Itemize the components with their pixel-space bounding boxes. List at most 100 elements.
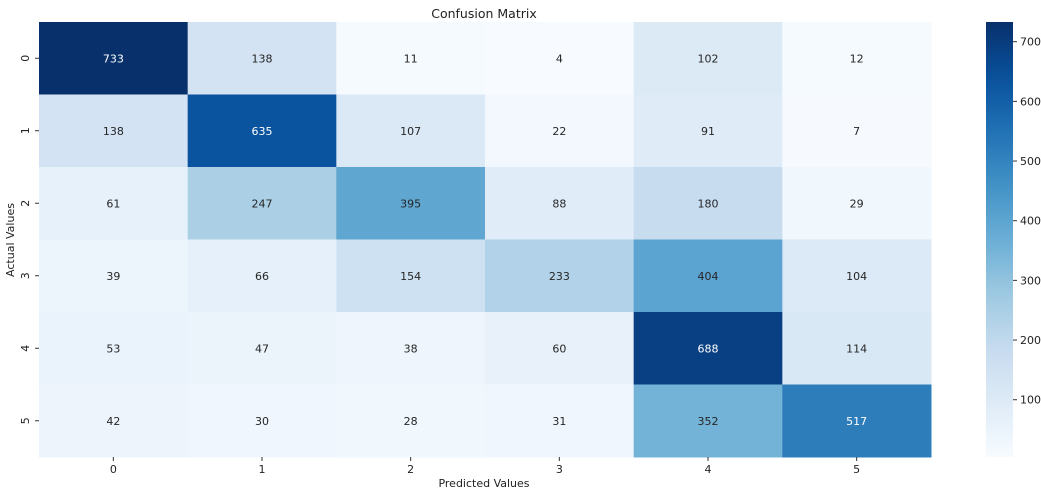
cell-value-label: 688	[698, 342, 719, 355]
cell-value-label: 42	[106, 415, 120, 428]
cell-value-label: 30	[255, 415, 269, 428]
cell-value-label: 4	[556, 52, 563, 65]
cell-value-label: 53	[106, 342, 120, 355]
colorbar-tick-label: 700	[1020, 36, 1041, 49]
cell-value-label: 61	[106, 197, 120, 210]
x-tick-label: 4	[705, 463, 712, 476]
cell-value-label: 31	[552, 415, 566, 428]
cell-value-label: 66	[255, 270, 269, 283]
x-tick-label: 5	[853, 463, 860, 476]
y-tick-label: 0	[19, 55, 32, 62]
heatmap-cell	[782, 384, 932, 458]
colorbar-ticks: 100 200 300 400 500 600 700	[1013, 36, 1041, 407]
cell-value-label: 154	[400, 270, 421, 283]
heatmap-cell	[782, 239, 932, 313]
cell-value-label: 404	[698, 270, 719, 283]
cell-value-label: 352	[698, 415, 719, 428]
x-tick-label: 2	[407, 463, 414, 476]
cell-value-label: 233	[549, 270, 570, 283]
cell-value-label: 733	[103, 52, 124, 65]
cell-value-label: 88	[552, 197, 566, 210]
cell-value-label: 138	[252, 52, 273, 65]
y-axis-label: Actual Values	[4, 203, 17, 277]
heatmap-cell	[633, 167, 783, 240]
heatmap-cell	[485, 167, 635, 240]
cell-value-label: 517	[846, 415, 867, 428]
colorbar-tick-label: 600	[1020, 95, 1041, 108]
heatmap-cell	[39, 384, 189, 458]
heatmap-cell	[336, 167, 486, 240]
heatmap-cell	[187, 94, 337, 168]
heatmap-cell	[485, 384, 635, 458]
heatmap-cell	[39, 167, 189, 240]
y-tick-label: 4	[19, 345, 32, 352]
heatmap-cell	[187, 22, 337, 95]
cell-value-label: 107	[400, 125, 421, 138]
heatmap-cells	[39, 22, 932, 458]
x-tick-label: 0	[110, 463, 117, 476]
heatmap-cell	[187, 312, 337, 385]
cell-value-label: 138	[103, 125, 124, 138]
colorbar-tick-label: 200	[1020, 334, 1041, 347]
heatmap-cell	[633, 22, 783, 95]
x-tick-label: 1	[259, 463, 266, 476]
cell-value-label: 395	[400, 197, 421, 210]
heatmap-cell	[633, 94, 783, 168]
cell-value-label: 29	[850, 197, 864, 210]
heatmap-cell	[485, 312, 635, 385]
colorbar-tick-label: 400	[1020, 215, 1041, 228]
y-tick-label: 3	[19, 272, 32, 279]
heatmap-cell	[485, 94, 635, 168]
heatmap-cell	[336, 312, 486, 385]
cell-value-label: 60	[552, 342, 566, 355]
heatmap-cell	[39, 312, 189, 385]
heatmap-cell	[633, 239, 783, 313]
cell-value-label: 12	[850, 52, 864, 65]
cell-value-label: 38	[404, 342, 418, 355]
heatmap-cell	[336, 239, 486, 313]
colorbar-tick-label: 500	[1020, 155, 1041, 168]
y-tick-label: 1	[19, 127, 32, 134]
y-axis: 0 1 2 3 4 5	[19, 55, 39, 424]
x-axis: 0 1 2 3 4 5	[110, 457, 860, 476]
heatmap-cell	[187, 384, 337, 458]
colorbar-tick-label: 300	[1020, 274, 1041, 287]
cell-value-label: 11	[404, 52, 418, 65]
cell-value-label: 7	[853, 125, 860, 138]
heatmap-cell	[336, 22, 486, 95]
y-tick-label: 5	[19, 417, 32, 424]
heatmap-cell	[633, 312, 783, 385]
cell-value-label: 28	[404, 415, 418, 428]
heatmap-cell	[633, 384, 783, 458]
y-tick-label: 2	[19, 200, 32, 207]
chart-title: Confusion Matrix	[431, 6, 537, 21]
heatmap-cell	[782, 312, 932, 385]
heatmap-cell	[187, 239, 337, 313]
heatmap-cell	[485, 239, 635, 313]
cell-value-label: 91	[701, 125, 715, 138]
heatmap-cell	[782, 22, 932, 95]
heatmap-cell	[39, 94, 189, 168]
heatmap-cell	[336, 384, 486, 458]
colorbar-tick-label: 100	[1020, 394, 1041, 407]
heatmap-cell	[782, 94, 932, 168]
cell-value-label: 102	[698, 52, 719, 65]
colorbar	[986, 22, 1013, 457]
x-axis-label: Predicted Values	[438, 477, 529, 490]
cell-value-label: 104	[846, 270, 867, 283]
heatmap-cell	[336, 94, 486, 168]
heatmap-cell	[485, 22, 635, 95]
heatmap-cell	[39, 22, 189, 95]
cell-value-label: 22	[552, 125, 566, 138]
cell-value-label: 180	[698, 197, 719, 210]
cell-value-label: 114	[846, 342, 867, 355]
cell-value-label: 635	[252, 125, 273, 138]
x-tick-label: 3	[556, 463, 563, 476]
heatmap-cell	[39, 239, 189, 313]
cell-value-label: 47	[255, 342, 269, 355]
cell-value-label: 39	[106, 270, 120, 283]
heatmap-cell	[187, 167, 337, 240]
heatmap-cell	[782, 167, 932, 240]
